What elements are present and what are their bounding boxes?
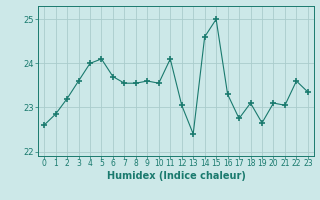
X-axis label: Humidex (Indice chaleur): Humidex (Indice chaleur) [107,171,245,181]
